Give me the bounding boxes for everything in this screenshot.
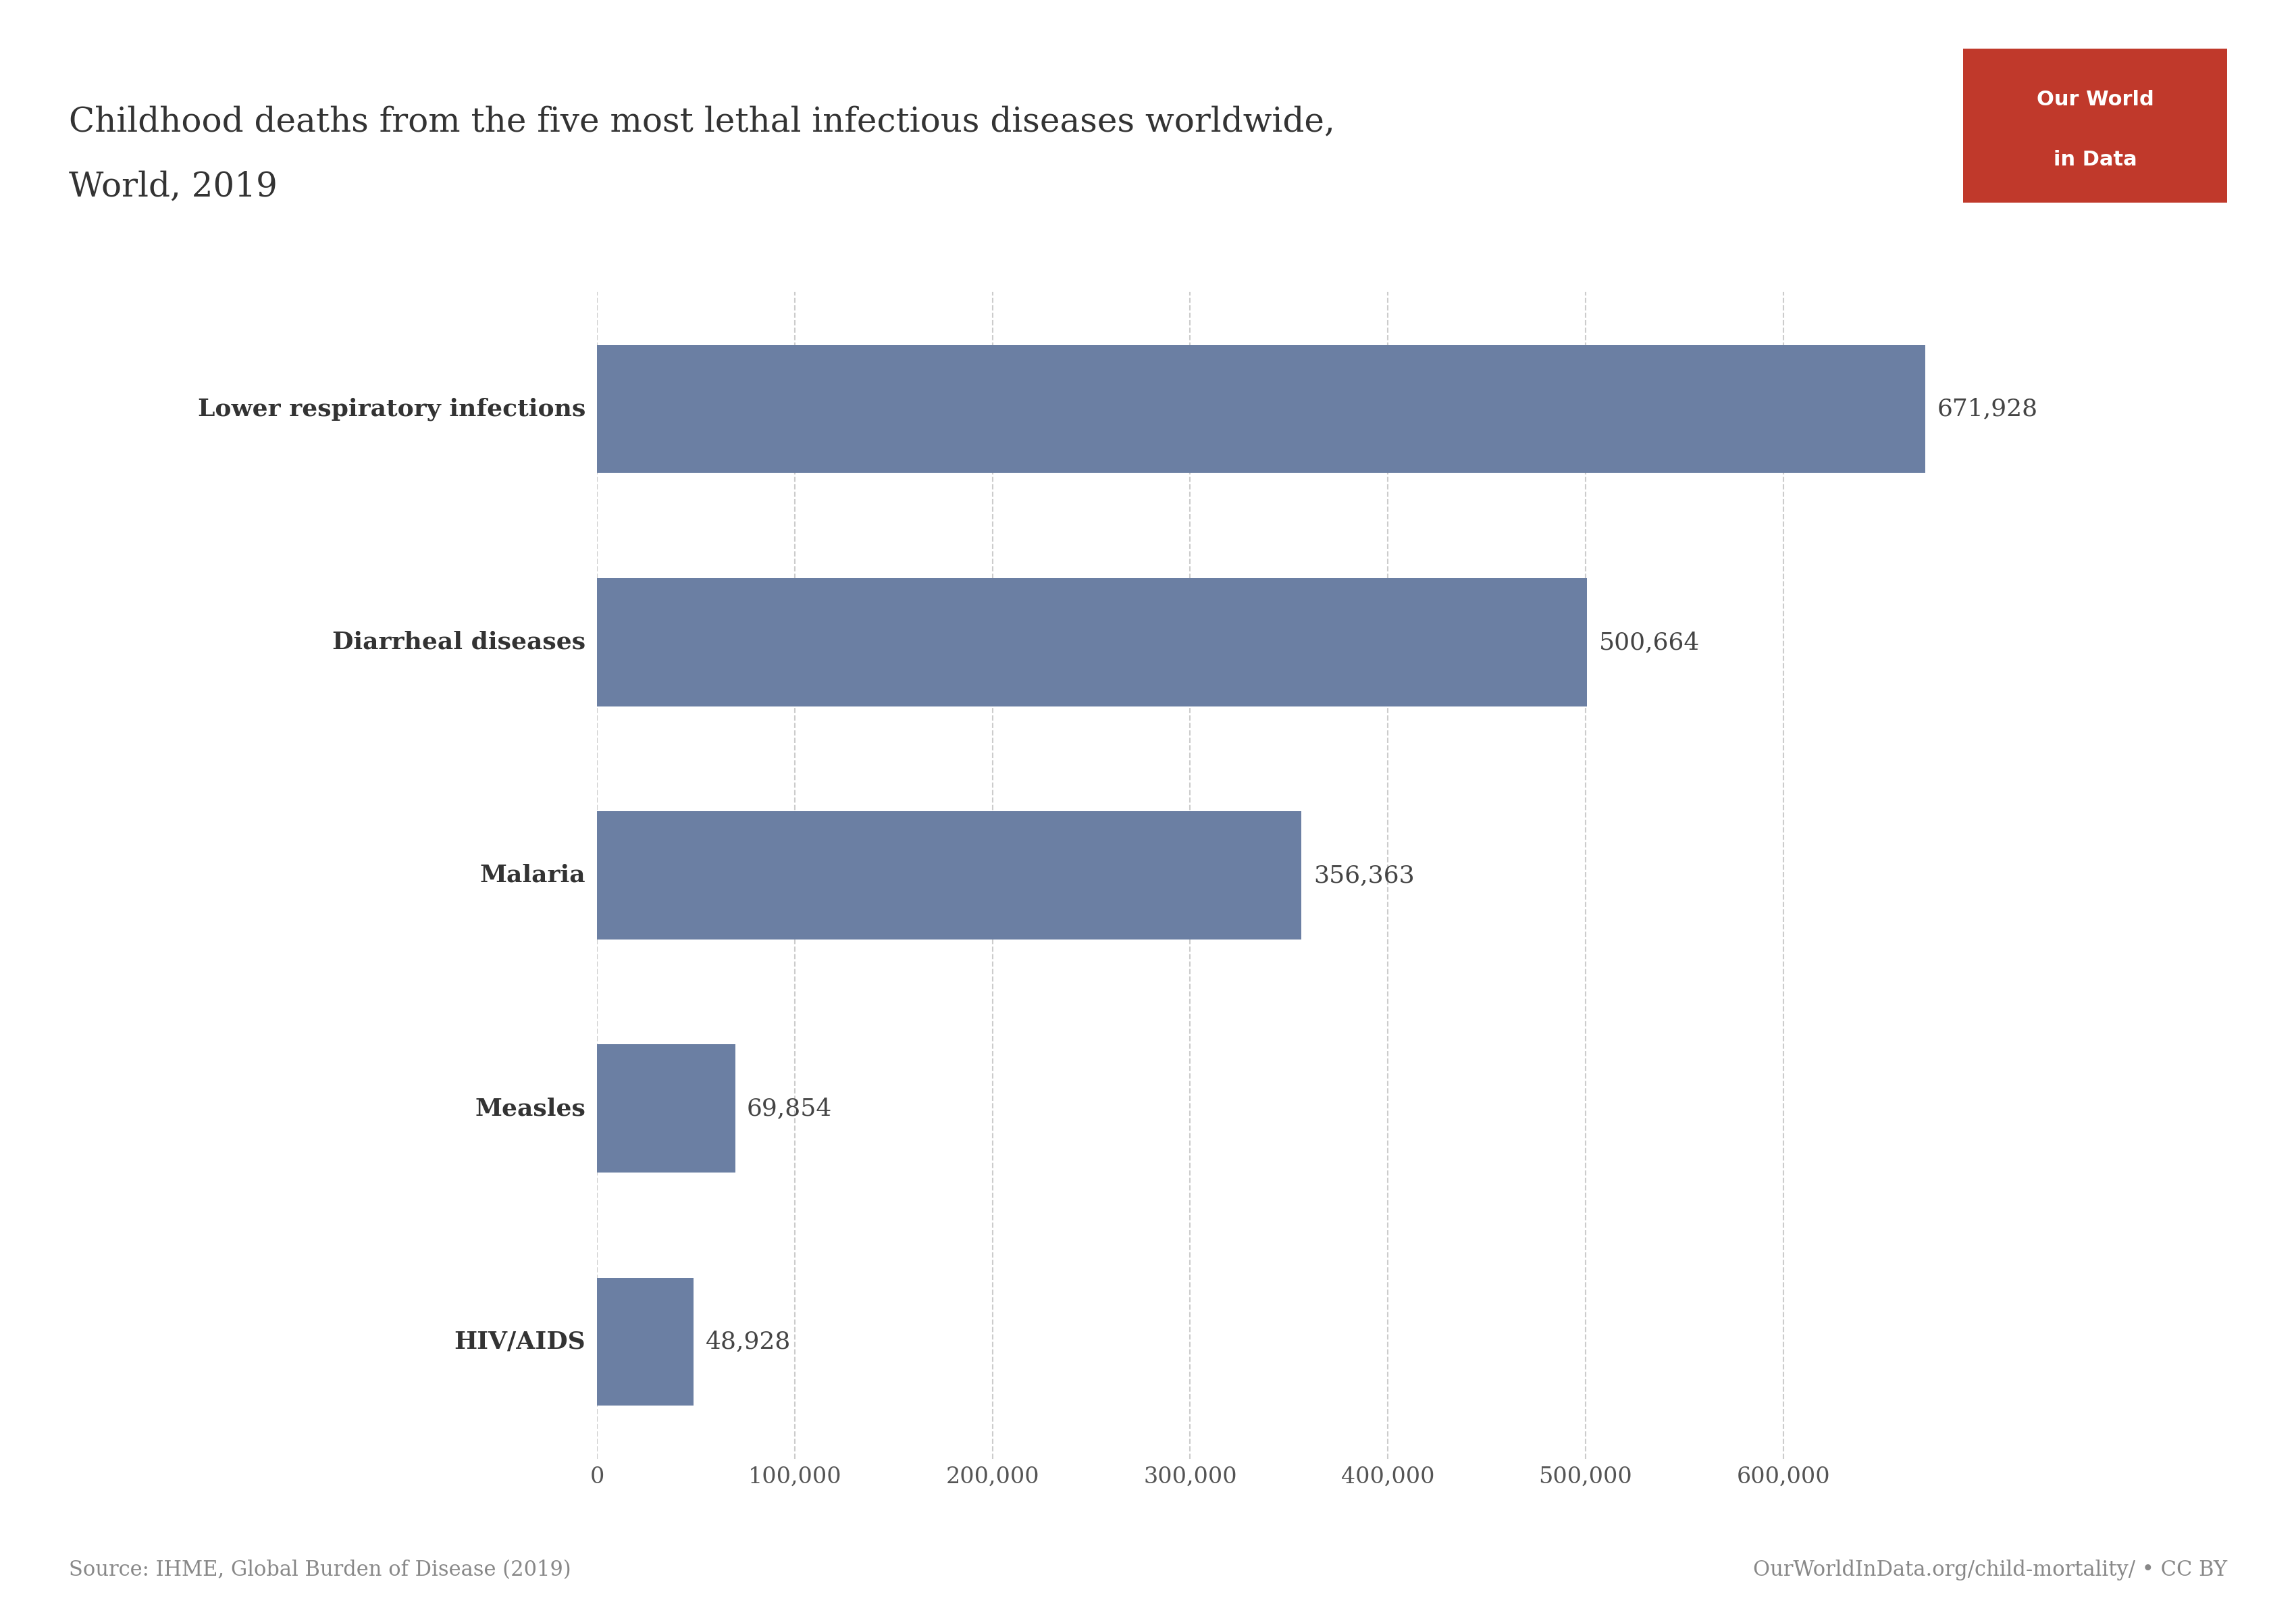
Text: Diarrheal diseases: Diarrheal diseases [333, 631, 585, 653]
Text: Measles: Measles [475, 1097, 585, 1120]
Text: OurWorldInData.org/child-mortality/ • CC BY: OurWorldInData.org/child-mortality/ • CC… [1752, 1559, 2227, 1580]
Bar [597, 810, 1302, 940]
Text: 69,854: 69,854 [746, 1097, 831, 1120]
Text: Our World: Our World [2037, 89, 2154, 109]
Text: in Data: in Data [2053, 149, 2138, 169]
Bar [597, 1277, 693, 1405]
Text: 48,928: 48,928 [705, 1331, 790, 1354]
Text: HIV/AIDS: HIV/AIDS [455, 1331, 585, 1354]
Text: Source: IHME, Global Burden of Disease (2019): Source: IHME, Global Burden of Disease (… [69, 1559, 572, 1580]
Text: Childhood deaths from the five most lethal infectious diseases worldwide,: Childhood deaths from the five most leth… [69, 105, 1334, 139]
Text: 356,363: 356,363 [1313, 864, 1414, 887]
Bar [597, 579, 1587, 707]
Bar [597, 345, 1926, 473]
Text: 500,664: 500,664 [1598, 631, 1699, 653]
Text: World, 2019: World, 2019 [69, 170, 278, 204]
Text: 671,928: 671,928 [1938, 397, 2039, 420]
Text: Lower respiratory infections: Lower respiratory infections [197, 397, 585, 420]
Text: Malaria: Malaria [480, 864, 585, 887]
Bar [597, 1044, 735, 1172]
